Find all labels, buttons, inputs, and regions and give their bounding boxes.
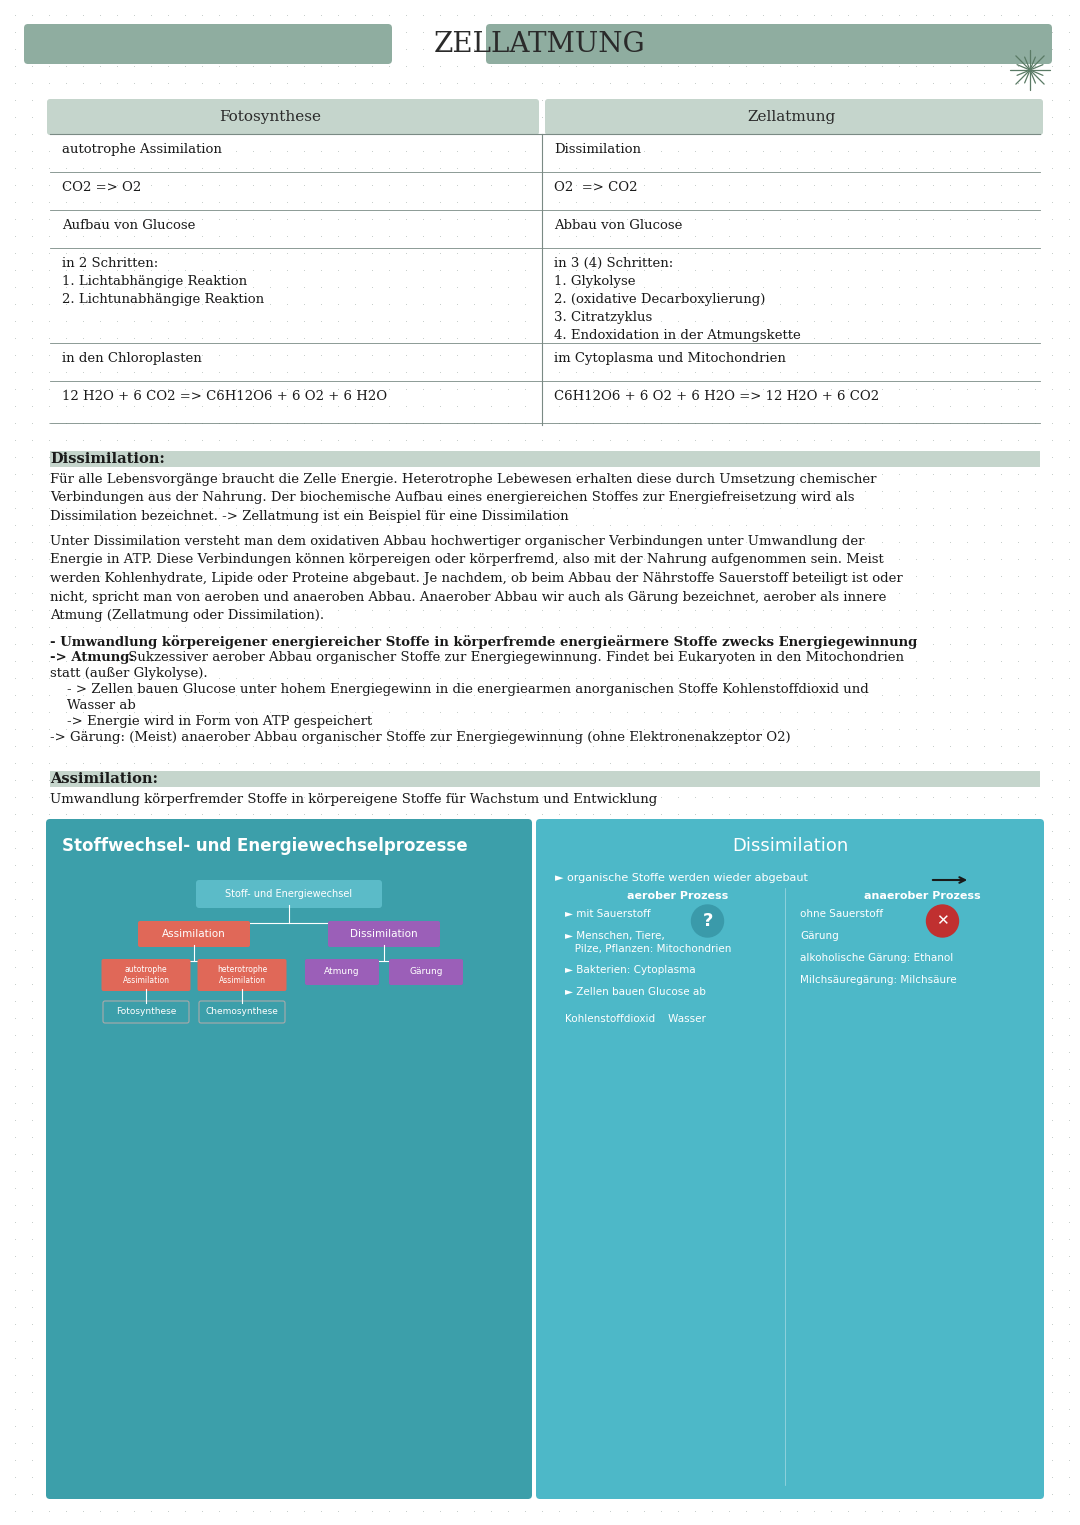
Text: statt (außer Glykolyse).: statt (außer Glykolyse). (50, 666, 207, 680)
Circle shape (927, 904, 959, 936)
Text: Atmung: Atmung (324, 967, 360, 976)
FancyBboxPatch shape (545, 99, 1043, 136)
Text: Fotosynthese: Fotosynthese (116, 1008, 176, 1017)
Text: Fotosynthese: Fotosynthese (219, 110, 321, 124)
Text: Abbau von Glucose: Abbau von Glucose (554, 220, 683, 232)
Text: Dissimilation: Dissimilation (554, 143, 642, 156)
Text: Chemosynthese: Chemosynthese (205, 1008, 279, 1017)
Text: - > Zellen bauen Glucose unter hohem Energiegewinn in die energiearmen anorganis: - > Zellen bauen Glucose unter hohem Ene… (50, 683, 868, 695)
Circle shape (691, 904, 724, 936)
Bar (50, 772, 1040, 787)
Text: Für alle Lebensvorgänge braucht die Zelle Energie. Heterotrophe Lebewesen erhalt: Für alle Lebensvorgänge braucht die Zell… (50, 473, 877, 523)
FancyBboxPatch shape (305, 959, 379, 985)
Text: O2  => CO2: O2 => CO2 (554, 181, 637, 194)
Text: Milchsäuregärung: Milchsäure: Milchsäuregärung: Milchsäure (800, 974, 957, 985)
Text: ?: ? (702, 912, 713, 930)
Text: Assimilation:: Assimilation: (50, 772, 158, 785)
FancyBboxPatch shape (389, 959, 463, 985)
Text: Assimilation: Assimilation (162, 929, 226, 939)
Text: Gärung: Gärung (800, 930, 839, 941)
Text: ZELLATMUNG: ZELLATMUNG (434, 30, 646, 58)
Text: 12 H2O + 6 CO2 => C6H12O6 + 6 O2 + 6 H2O: 12 H2O + 6 CO2 => C6H12O6 + 6 O2 + 6 H2O (62, 390, 387, 403)
FancyBboxPatch shape (328, 921, 440, 947)
Text: - Umwandlung körpereigener energiereicher Stoffe in körperfremde energieärmere S: - Umwandlung körpereigener energiereiche… (50, 634, 917, 650)
Text: anaerober Prozess: anaerober Prozess (864, 891, 981, 901)
Text: ► Menschen, Tiere,
   Pilze, Pflanzen: Mitochondrien: ► Menschen, Tiere, Pilze, Pflanzen: Mito… (565, 930, 731, 953)
Text: ► organische Stoffe werden wieder abgebaut: ► organische Stoffe werden wieder abgeba… (555, 872, 808, 883)
Text: CO2 => O2: CO2 => O2 (62, 181, 141, 194)
FancyBboxPatch shape (536, 819, 1044, 1499)
Text: Stoffwechsel- und Energiewechselprozesse: Stoffwechsel- und Energiewechselprozesse (62, 837, 468, 856)
Text: alkoholische Gärung: Ethanol: alkoholische Gärung: Ethanol (800, 953, 954, 962)
FancyBboxPatch shape (198, 959, 286, 991)
Text: Kohlenstoffdioxid    Wasser: Kohlenstoffdioxid Wasser (565, 1014, 706, 1023)
Text: heterotrophe
Assimilation: heterotrophe Assimilation (217, 965, 267, 985)
FancyBboxPatch shape (486, 24, 1052, 64)
Text: autotrophe Assimilation: autotrophe Assimilation (62, 143, 221, 156)
Text: Unter Dissimilation versteht man dem oxidativen Abbau hochwertiger organischer V: Unter Dissimilation versteht man dem oxi… (50, 535, 903, 622)
FancyBboxPatch shape (24, 24, 392, 64)
Text: ► Zellen bauen Glucose ab: ► Zellen bauen Glucose ab (565, 987, 706, 997)
Text: in 3 (4) Schritten:
1. Glykolyse
2. (oxidative Decarboxylierung)
3. Citratzyklus: in 3 (4) Schritten: 1. Glykolyse 2. (oxi… (554, 258, 800, 342)
Text: Dissimilation:: Dissimilation: (50, 451, 165, 467)
Text: Sukzessiver aerober Abbau organischer Stoffe zur Energiegewinnung. Findet bei Eu: Sukzessiver aerober Abbau organischer St… (124, 651, 904, 663)
Text: aerober Prozess: aerober Prozess (626, 891, 728, 901)
Text: Gärung: Gärung (409, 967, 443, 976)
Text: -> Atmung:: -> Atmung: (50, 651, 134, 663)
FancyBboxPatch shape (102, 959, 190, 991)
Text: -> Gärung: (Meist) anaerober Abbau organischer Stoffe zur Energiegewinnung (ohne: -> Gärung: (Meist) anaerober Abbau organ… (50, 730, 791, 744)
Text: im Cytoplasma und Mitochondrien: im Cytoplasma und Mitochondrien (554, 352, 786, 364)
Bar (50, 451, 1040, 467)
FancyBboxPatch shape (195, 880, 382, 907)
FancyBboxPatch shape (138, 921, 249, 947)
Text: autotrophe
Assimilation: autotrophe Assimilation (122, 965, 170, 985)
FancyBboxPatch shape (48, 99, 539, 136)
Text: C6H12O6 + 6 O2 + 6 H2O => 12 H2O + 6 CO2: C6H12O6 + 6 O2 + 6 H2O => 12 H2O + 6 CO2 (554, 390, 879, 403)
Text: ► Bakterien: Cytoplasma: ► Bakterien: Cytoplasma (565, 965, 696, 974)
Text: in 2 Schritten:
1. Lichtabhängige Reaktion
2. Lichtunabhängige Reaktion: in 2 Schritten: 1. Lichtabhängige Reakti… (62, 258, 265, 307)
FancyBboxPatch shape (46, 819, 532, 1499)
Text: Stoff- und Energiewechsel: Stoff- und Energiewechsel (226, 889, 352, 900)
Text: Dissimilation: Dissimilation (350, 929, 418, 939)
Text: Aufbau von Glucose: Aufbau von Glucose (62, 220, 195, 232)
Text: in den Chloroplasten: in den Chloroplasten (62, 352, 202, 364)
Text: ✕: ✕ (936, 913, 949, 929)
Text: -> Energie wird in Form von ATP gespeichert: -> Energie wird in Form von ATP gespeich… (50, 715, 373, 727)
Text: Umwandlung körperfremder Stoffe in körpereigene Stoffe für Wachstum und Entwickl: Umwandlung körperfremder Stoffe in körpe… (50, 793, 658, 807)
Text: Dissimilation: Dissimilation (732, 837, 848, 856)
Text: Zellatmung: Zellatmung (747, 110, 836, 124)
Text: Wasser ab: Wasser ab (50, 698, 136, 712)
Text: ohne Sauerstoff: ohne Sauerstoff (800, 909, 883, 920)
Text: ► mit Sauerstoff: ► mit Sauerstoff (565, 909, 650, 920)
